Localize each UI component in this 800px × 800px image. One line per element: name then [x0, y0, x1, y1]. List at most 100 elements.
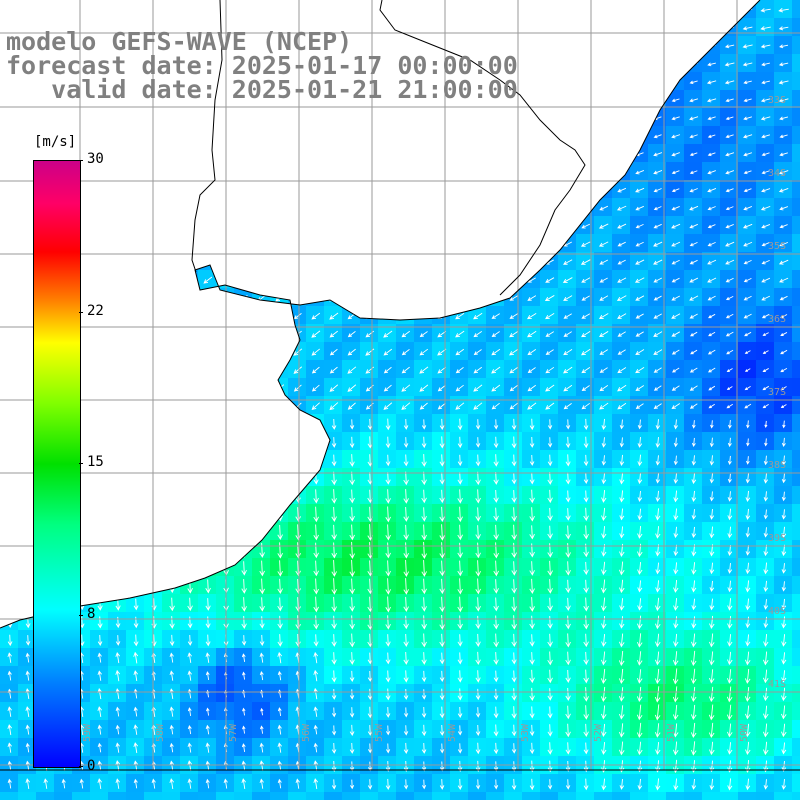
wind-arrow [473, 349, 482, 356]
wind-arrow [293, 241, 303, 248]
wind-arrow [778, 98, 789, 103]
speed-cell [558, 522, 577, 541]
speed-cell [396, 72, 415, 91]
speed-cell [702, 234, 721, 253]
wind-arrow [439, 743, 445, 754]
wind-arrow [652, 62, 663, 67]
wind-arrow [709, 491, 714, 502]
speed-cell [594, 324, 613, 343]
speed-cell [774, 126, 793, 145]
speed-cell [18, 18, 37, 37]
wind-arrow [636, 669, 643, 684]
colorbar-tick-0: 0 [87, 758, 96, 774]
speed-cell [378, 684, 397, 703]
wind-arrow [598, 241, 609, 247]
speed-cell [360, 126, 379, 145]
wind-arrow [509, 223, 519, 229]
speed-cell [630, 360, 649, 379]
speed-cell [792, 594, 800, 613]
speed-cell [738, 738, 757, 757]
speed-cell [666, 288, 685, 307]
speed-cell [684, 234, 703, 253]
speed-cell [576, 540, 595, 559]
speed-cell [360, 90, 379, 109]
wind-arrow [25, 508, 31, 521]
speed-cell [126, 396, 145, 415]
speed-cell [234, 270, 253, 289]
wind-arrow [707, 277, 717, 283]
speed-cell [234, 378, 253, 397]
wind-arrow [23, 168, 33, 176]
wind-arrow [565, 419, 571, 430]
wind-arrow [761, 313, 770, 319]
speed-cell [576, 720, 595, 739]
wind-arrow [653, 188, 662, 193]
speed-cell [666, 180, 685, 199]
wind-arrow [7, 509, 13, 520]
wind-arrow [581, 331, 591, 338]
speed-cell [486, 396, 505, 415]
wind-arrow [527, 205, 537, 211]
wind-arrow [113, 312, 123, 320]
wind-arrow [473, 169, 483, 175]
speed-cell [468, 540, 487, 559]
speed-cell [180, 702, 199, 721]
wind-arrow [7, 437, 13, 448]
speed-cell [576, 234, 595, 253]
wind-arrow [169, 724, 174, 735]
wind-arrow [328, 205, 339, 212]
speed-cell [504, 54, 523, 73]
wind-arrow [5, 133, 14, 139]
speed-cell [306, 126, 325, 145]
speed-cell [252, 432, 271, 451]
speed-cell [414, 630, 433, 649]
wind-arrow [115, 418, 121, 430]
speed-cell [324, 486, 343, 505]
wind-arrow [655, 508, 661, 521]
speed-cell [126, 252, 145, 271]
wind-arrow [511, 454, 517, 467]
wind-arrow [257, 330, 266, 338]
wind-arrow [151, 543, 157, 558]
speed-cell [612, 648, 631, 667]
speed-cell [612, 486, 631, 505]
wind-arrow [241, 579, 247, 594]
speed-cell [756, 54, 775, 73]
speed-cell [216, 576, 235, 595]
speed-cell [234, 108, 253, 127]
wind-arrow [781, 723, 787, 738]
speed-cell [396, 252, 415, 271]
wind-arrow [275, 223, 285, 230]
speed-cell [378, 288, 397, 307]
speed-cell [612, 198, 631, 217]
speed-cell [540, 378, 559, 397]
speed-cell [756, 72, 775, 91]
speed-cell [306, 432, 325, 451]
speed-cell [342, 594, 361, 613]
speed-cell [414, 738, 433, 757]
wind-arrow [202, 7, 213, 13]
wind-arrow [653, 44, 663, 49]
speed-cell [414, 486, 433, 505]
speed-cell [198, 270, 217, 289]
speed-cell [684, 342, 703, 361]
speed-cell [396, 90, 415, 109]
wind-arrow [25, 670, 30, 681]
speed-cell [306, 792, 325, 800]
speed-cell [774, 54, 793, 73]
wind-arrow [511, 615, 517, 630]
wind-arrow [187, 525, 193, 540]
speed-cell [342, 630, 361, 649]
speed-cell [252, 36, 271, 55]
speed-cell [18, 684, 37, 703]
wind-arrow [760, 44, 771, 49]
speed-cell [774, 612, 793, 631]
wind-arrow [7, 491, 13, 502]
wind-arrow [742, 26, 753, 31]
speed-cell [162, 216, 181, 235]
wind-arrow [457, 596, 463, 613]
wind-arrow [745, 473, 750, 484]
speed-cell [666, 126, 685, 145]
speed-cell [702, 522, 721, 541]
speed-cell [324, 702, 343, 721]
